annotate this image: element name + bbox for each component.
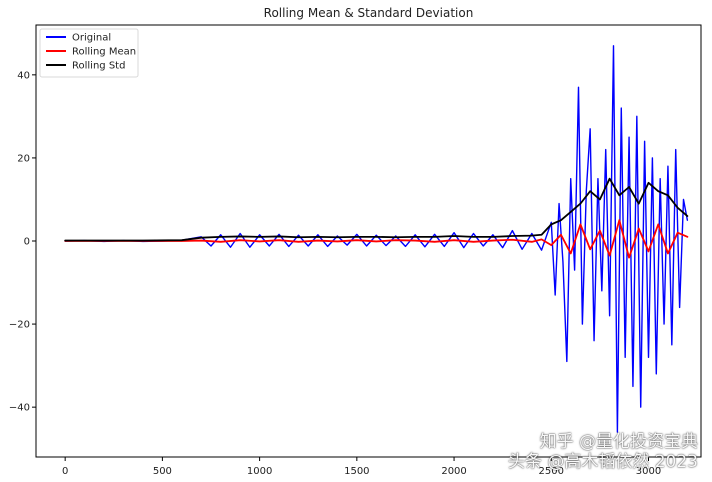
x-tick-label: 1500 xyxy=(344,466,369,477)
legend-label: Rolling Mean xyxy=(72,47,136,58)
series-layer xyxy=(64,45,689,433)
y-tick-label: 20 xyxy=(17,153,30,164)
legend-label: Original xyxy=(72,33,111,44)
chart-title: Rolling Mean & Standard Deviation xyxy=(264,6,474,20)
y-tick-label: −20 xyxy=(9,320,30,331)
series-line-1 xyxy=(64,45,689,433)
legend: Original Rolling Mean Rolling Std xyxy=(39,28,139,78)
x-tick-label: 500 xyxy=(153,466,172,477)
x-tick-label: 0 xyxy=(62,466,68,477)
x-tick-label: 1000 xyxy=(247,466,272,477)
series-line-2 xyxy=(64,219,689,259)
y-tick-label: −40 xyxy=(9,403,30,414)
watermark: 知乎 @量化投资宝典 头条 @高木韬依然 2023 xyxy=(508,432,698,472)
y-tick-label: 40 xyxy=(17,70,30,81)
x-tick-label: 3000 xyxy=(636,466,661,477)
watermark-line-2: 头条 @高木韬依然 2023 xyxy=(507,452,698,472)
x-tick-label: 2500 xyxy=(539,466,564,477)
x-tick-label: 2000 xyxy=(441,466,466,477)
y-tick-label: 0 xyxy=(24,237,30,248)
y-axis-ticks: −40 −20 0 20 40 xyxy=(9,70,36,414)
legend-label: Rolling Std xyxy=(72,61,125,72)
x-axis-ticks: 0 500 1000 1500 2000 2500 3000 xyxy=(62,457,661,477)
series-line-3 xyxy=(64,177,689,242)
watermark-line-1: 知乎 @量化投资宝典 xyxy=(539,432,698,452)
